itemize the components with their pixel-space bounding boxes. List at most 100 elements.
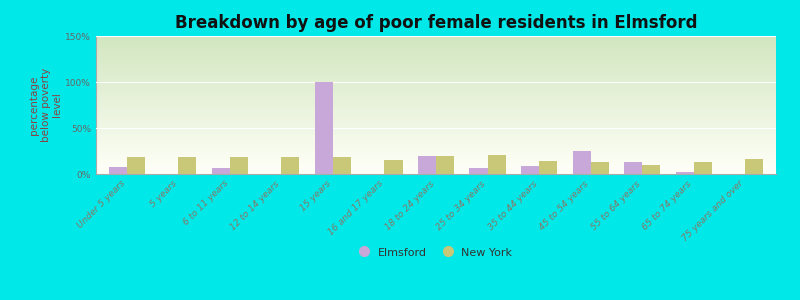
Bar <box>96 62 776 64</box>
Bar <box>96 144 776 145</box>
Bar <box>96 153 776 155</box>
Bar <box>96 148 776 149</box>
Bar <box>96 55 776 57</box>
Bar <box>745 159 763 174</box>
Bar <box>96 50 776 51</box>
Bar <box>96 106 776 108</box>
Bar <box>96 86 776 87</box>
Bar <box>573 151 590 174</box>
Bar <box>96 94 776 95</box>
Bar <box>96 127 776 128</box>
Bar <box>96 164 776 166</box>
Bar <box>96 61 776 62</box>
Bar <box>642 165 660 174</box>
Bar <box>96 156 776 158</box>
Bar <box>96 105 776 106</box>
Bar <box>487 155 506 174</box>
Bar <box>96 112 776 113</box>
Bar <box>96 141 776 142</box>
Bar <box>96 103 776 105</box>
Bar <box>96 77 776 79</box>
Bar <box>96 108 776 109</box>
Bar <box>96 149 776 151</box>
Bar <box>96 162 776 163</box>
Bar <box>418 156 436 174</box>
Bar <box>96 80 776 82</box>
Bar <box>96 41 776 43</box>
Bar <box>282 158 299 174</box>
Bar <box>96 102 776 104</box>
Bar <box>96 97 776 98</box>
Bar <box>96 135 776 137</box>
Bar <box>96 169 776 170</box>
Bar <box>96 54 776 55</box>
Bar <box>96 167 776 169</box>
Bar <box>624 162 642 174</box>
Bar <box>539 161 557 174</box>
Bar <box>96 172 776 174</box>
Bar <box>96 119 776 120</box>
Bar <box>96 159 776 160</box>
Bar <box>96 88 776 90</box>
Bar <box>96 57 776 58</box>
Bar <box>96 137 776 138</box>
Bar <box>96 138 776 140</box>
Bar <box>315 82 333 174</box>
Bar <box>96 73 776 75</box>
Bar <box>127 158 145 174</box>
Bar <box>96 113 776 115</box>
Bar <box>96 95 776 97</box>
Bar <box>230 157 248 174</box>
Bar <box>96 76 776 77</box>
Bar <box>96 36 776 38</box>
Bar <box>96 38 776 39</box>
Bar <box>96 100 776 101</box>
Bar <box>96 72 776 73</box>
Bar <box>96 52 776 54</box>
Bar <box>96 68 776 69</box>
Bar <box>470 169 487 174</box>
Bar <box>96 98 776 100</box>
Bar <box>96 124 776 126</box>
Bar <box>333 158 351 174</box>
Bar <box>96 48 776 50</box>
Bar <box>96 64 776 65</box>
Bar <box>96 170 776 171</box>
Bar <box>96 51 776 52</box>
Bar <box>96 47 776 48</box>
Bar <box>96 101 776 102</box>
Bar <box>96 171 776 172</box>
Bar <box>96 155 776 156</box>
Bar <box>178 158 197 174</box>
Bar <box>96 166 776 167</box>
Bar <box>96 66 776 68</box>
Bar <box>96 130 776 131</box>
Bar <box>96 90 776 91</box>
Bar <box>96 59 776 61</box>
Bar <box>96 145 776 146</box>
Bar <box>96 152 776 153</box>
Bar <box>96 109 776 110</box>
Bar <box>96 43 776 44</box>
Bar <box>96 117 776 119</box>
Bar <box>96 87 776 88</box>
Bar <box>96 82 776 83</box>
Bar <box>96 133 776 134</box>
Bar <box>436 156 454 174</box>
Bar <box>96 131 776 133</box>
Bar <box>521 166 539 174</box>
Bar <box>96 44 776 46</box>
Bar <box>212 168 230 174</box>
Bar <box>96 146 776 148</box>
Bar <box>96 83 776 84</box>
Bar <box>694 162 712 174</box>
Bar <box>96 40 776 41</box>
Bar <box>96 158 776 159</box>
Bar <box>96 123 776 124</box>
Bar <box>96 140 776 141</box>
Legend: Elmsford, New York: Elmsford, New York <box>355 243 517 262</box>
Bar <box>96 93 776 94</box>
Bar <box>96 122 776 123</box>
Bar <box>96 84 776 86</box>
Bar <box>96 128 776 130</box>
